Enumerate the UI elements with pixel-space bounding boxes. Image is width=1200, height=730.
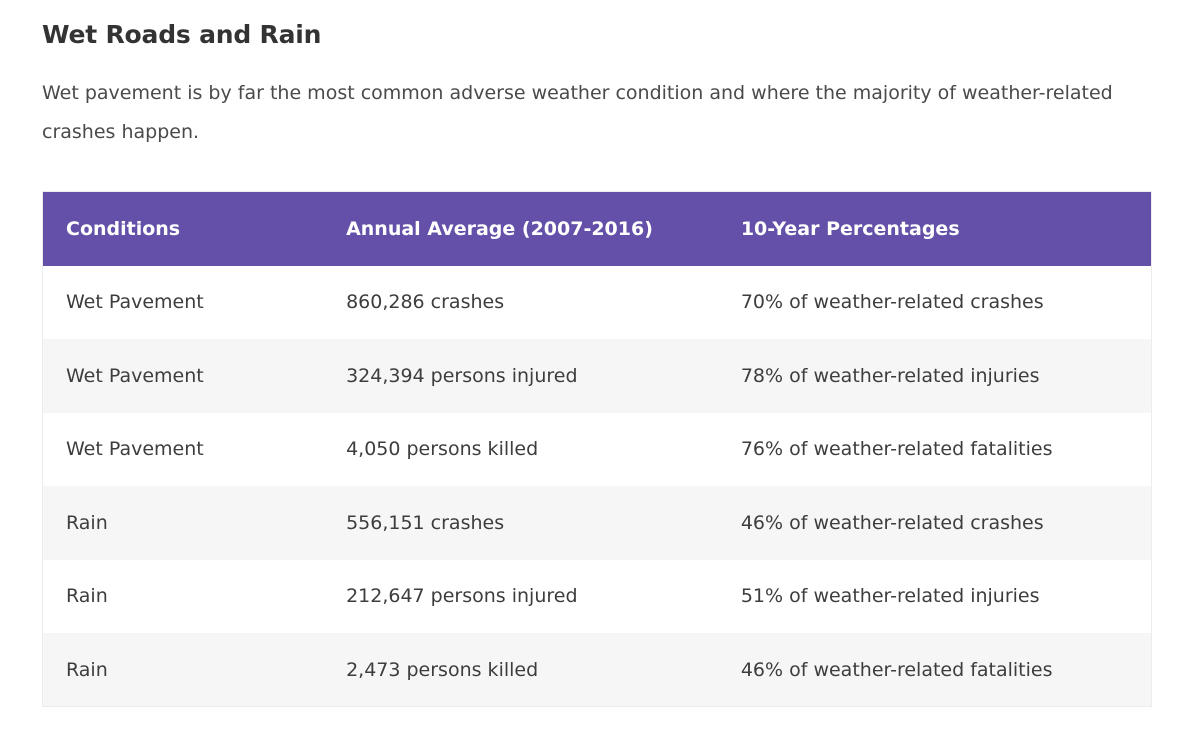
cell-condition: Wet Pavement — [42, 265, 324, 339]
cell-percentage: 51% of weather-related injuries — [717, 559, 1152, 633]
cell-annual-average: 4,050 persons killed — [323, 412, 718, 486]
cell-annual-average: 324,394 persons injured — [323, 339, 718, 413]
cell-percentage: 76% of weather-related fatalities — [717, 412, 1152, 486]
weather-crash-table: Conditions Annual Average (2007-2016) 10… — [42, 191, 1152, 707]
cell-percentage: 46% of weather-related fatalities — [717, 633, 1152, 707]
table-header-row: Conditions Annual Average (2007-2016) 10… — [42, 191, 1152, 266]
cell-annual-average: 860,286 crashes — [323, 265, 718, 339]
cell-condition: Rain — [42, 486, 324, 560]
table-row: Wet Pavement 860,286 crashes 70% of weat… — [42, 265, 1152, 339]
column-header-ten-year-percentages: 10-Year Percentages — [717, 191, 1152, 266]
table-row: Wet Pavement 4,050 persons killed 76% of… — [42, 412, 1152, 486]
cell-percentage: 78% of weather-related injuries — [717, 339, 1152, 413]
column-header-conditions: Conditions — [42, 191, 324, 266]
table-row: Rain 212,647 persons injured 51% of weat… — [42, 559, 1152, 633]
cell-condition: Rain — [42, 559, 324, 633]
cell-percentage: 70% of weather-related crashes — [717, 265, 1152, 339]
column-header-annual-average: Annual Average (2007-2016) — [323, 191, 718, 266]
section-heading: Wet Roads and Rain — [42, 20, 322, 49]
cell-annual-average: 2,473 persons killed — [323, 633, 718, 707]
cell-annual-average: 556,151 crashes — [323, 486, 718, 560]
cell-percentage: 46% of weather-related crashes — [717, 486, 1152, 560]
cell-annual-average: 212,647 persons injured — [323, 559, 718, 633]
intro-paragraph: Wet pavement is by far the most common a… — [42, 82, 1113, 143]
cell-condition: Wet Pavement — [42, 339, 324, 413]
table-row: Wet Pavement 324,394 persons injured 78%… — [42, 339, 1152, 413]
cell-condition: Rain — [42, 633, 324, 707]
table-row: Rain 556,151 crashes 46% of weather-rela… — [42, 486, 1152, 560]
table-row: Rain 2,473 persons killed 46% of weather… — [42, 633, 1152, 707]
cell-condition: Wet Pavement — [42, 412, 324, 486]
